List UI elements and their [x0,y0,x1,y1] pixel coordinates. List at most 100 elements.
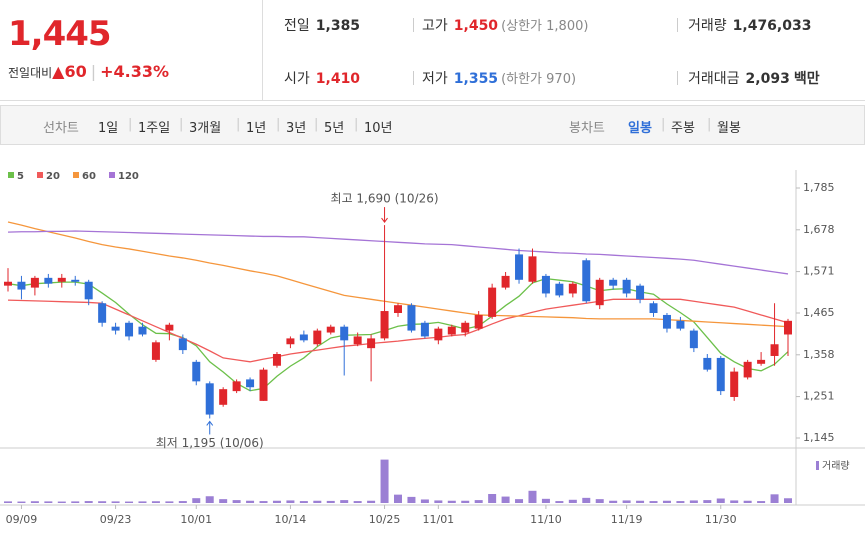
legend-swatch [73,172,79,178]
stat-note: (하한가 970) [501,72,577,87]
volume-bar [232,500,241,503]
volume-bar [541,498,550,503]
volume-bar [84,501,93,503]
volume-bar [394,494,402,503]
x-tick-label: 10/01 [180,513,212,526]
volume-bar [138,501,147,503]
volume-bar [57,501,66,503]
y-tick-label: 1,571 [803,265,835,278]
volume-bar [770,494,779,503]
toolbar-item[interactable]: 10년 [364,121,393,136]
volume-bar [609,500,618,503]
candle-body [165,324,174,331]
x-tick-label: 09/23 [100,513,132,526]
toolbar-item[interactable]: 월봉 [717,121,741,136]
candle-body [340,326,349,341]
volume-bar [515,499,524,503]
volume-bar [555,501,564,503]
volume-bar [582,497,591,503]
stat-label: 고가 [422,18,448,34]
change: 전일대비▲60 | +4.33% [8,62,169,81]
volume-bar [111,501,120,503]
moving-average-line [7,298,789,363]
legend-label: 5 [17,171,24,182]
candle-body [178,338,187,351]
volume-bar [528,490,537,503]
candle-body [649,303,658,313]
candle-body [407,305,416,331]
candle-body [30,277,39,288]
volume-bar [447,500,456,503]
volume-bar [380,459,389,503]
candle-body [609,279,618,286]
candle-body [394,305,402,313]
stat-value: 1,410 [315,71,361,87]
candle-body [205,383,214,415]
volume-bar [595,499,604,503]
separator: | [236,117,241,132]
toolbar-item[interactable]: 5년 [324,121,345,136]
annotation: 최저 1,195 (10/06) [156,436,264,450]
toolbar-item[interactable]: 일봉 [628,121,652,136]
candle-body [138,326,147,335]
candle-body [434,328,443,341]
volume-bar [165,501,174,503]
volume-bar [784,498,792,503]
stat-value: 1,450 [453,18,499,34]
stat-value: 1,476,033 [732,18,812,34]
candle-body [622,279,631,294]
y-tick-label: 1,358 [803,348,835,361]
separator [413,18,414,32]
separator [677,71,678,85]
quote-box: 1,445 전일대비▲60 | +4.33% [0,0,263,100]
stat-label: 전일 [284,18,310,34]
stat-note: (상한가 1,800) [501,19,589,34]
toolbar-item[interactable]: 3년 [286,121,307,136]
volume-bar [205,496,214,503]
toolbar-item[interactable]: 3개월 [189,121,222,136]
legend-label: 거래량 [822,460,850,472]
candle-body [488,287,497,317]
quote-header: 1,445 전일대비▲60 | +4.33% 전일 1,385 고가 1,450 (상한가… [0,0,865,101]
volume-bar [30,501,39,503]
x-tick-label: 11/30 [705,513,737,526]
volume-bar [219,499,228,503]
legend-label: 20 [46,171,60,182]
toolbar-item[interactable]: 1일 [98,121,119,136]
change-value: 60 [64,62,87,81]
candle-body [44,277,53,284]
volume-bar [353,501,362,503]
annotation-arrowhead [206,420,214,426]
annotation: 최고 1,690 (10/26) [331,192,439,206]
stat-value: 1,355 [453,71,499,87]
toolbar-item[interactable]: 주봉 [671,121,695,136]
volume-bar [259,501,268,503]
volume-bar [649,501,658,503]
candle-body [662,314,671,329]
candle-body [219,389,228,405]
volume-bar [420,499,429,503]
x-tick-label: 11/10 [530,513,562,526]
stat-label: 저가 [422,71,448,87]
volume-bar [689,500,698,503]
volume-bar [703,500,712,503]
volume-bar [340,500,349,503]
volume-bar [622,500,631,503]
candle-body [541,275,550,294]
volume-bar [662,500,671,503]
toolbar-item[interactable]: 1년 [246,121,267,136]
separator: | [179,117,184,132]
separator: | [128,117,133,132]
toolbar-label: 봉차트 [569,121,605,136]
separator: | [661,117,666,132]
candle-body [582,260,591,302]
toolbar-item[interactable]: 1주일 [138,121,171,136]
stat-label: 시가 [284,71,310,87]
stat-label: 거래대금 [688,71,740,87]
candle-body [501,275,510,288]
separator [677,18,678,32]
volume-bar [98,501,107,503]
volume-bar [474,500,483,503]
stat-value: 2,093 [745,71,790,87]
